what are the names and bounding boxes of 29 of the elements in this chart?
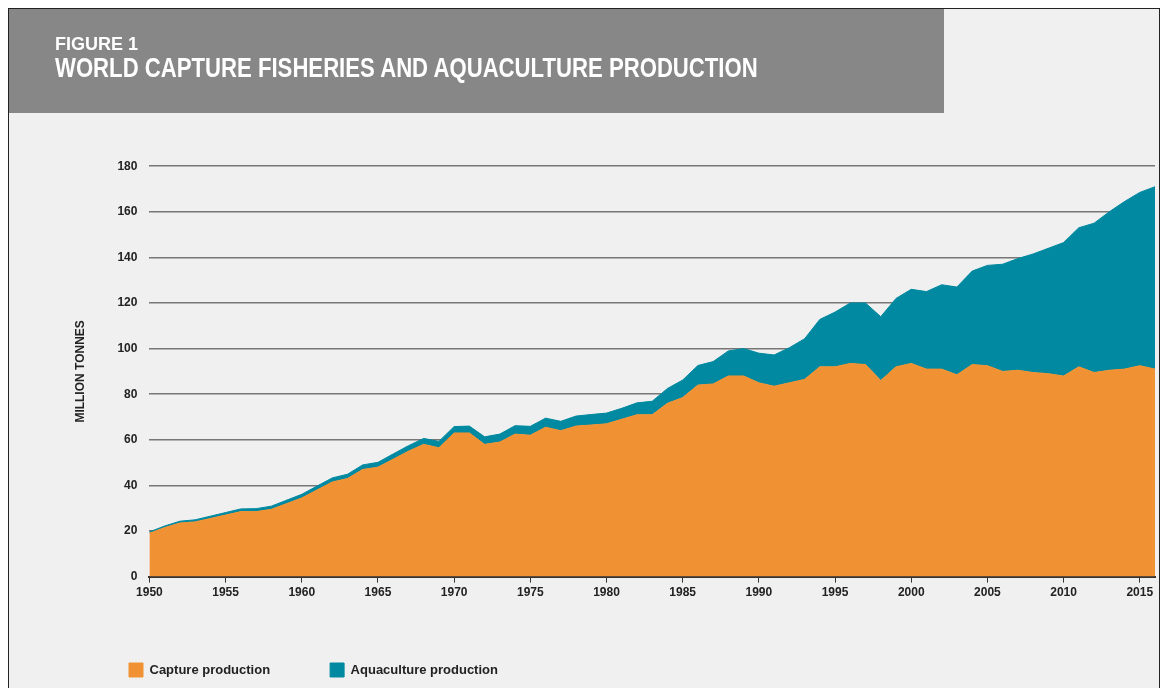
y-tick-label: 40 (124, 477, 138, 492)
y-tick-label: 180 (117, 158, 138, 173)
x-tick-label: 1950 (136, 585, 164, 600)
legend-label: Aquaculture production (350, 661, 498, 677)
x-tick-label: 2010 (1050, 585, 1078, 600)
y-tick-label: 0 (130, 568, 138, 583)
x-tick-label: 1960 (288, 585, 316, 600)
y-tick-label: 140 (117, 249, 138, 264)
x-tick-label: 2000 (897, 585, 925, 600)
x-tick-label: 1990 (745, 585, 773, 600)
x-tick-label: 2015 (1126, 585, 1154, 600)
x-tick-label: 1985 (669, 585, 697, 600)
y-tick-label: 80 (124, 386, 138, 401)
y-tick-label: 160 (117, 204, 138, 219)
x-tick-label: 1955 (212, 585, 240, 600)
legend-label: Capture production (149, 661, 271, 677)
y-tick-label: 100 (117, 340, 138, 355)
x-tick-label: 1970 (440, 585, 468, 600)
y-tick-label: 120 (117, 295, 138, 310)
y-axis-title: MILLION TONNES (72, 320, 87, 423)
x-tick-label: 1965 (364, 585, 392, 600)
chart-title: WORLD CAPTURE FISHERIES AND AQUACULTURE PRODUCTION (55, 52, 759, 83)
y-tick-label: 20 (124, 523, 138, 538)
chart-subtitle: FIGURE 1 (55, 34, 139, 54)
x-tick-label: 1995 (821, 585, 849, 600)
x-tick-label: 1980 (593, 585, 621, 600)
x-tick-label: 2005 (974, 585, 1002, 600)
x-tick-label: 1975 (516, 585, 544, 600)
y-tick-label: 60 (124, 432, 138, 447)
